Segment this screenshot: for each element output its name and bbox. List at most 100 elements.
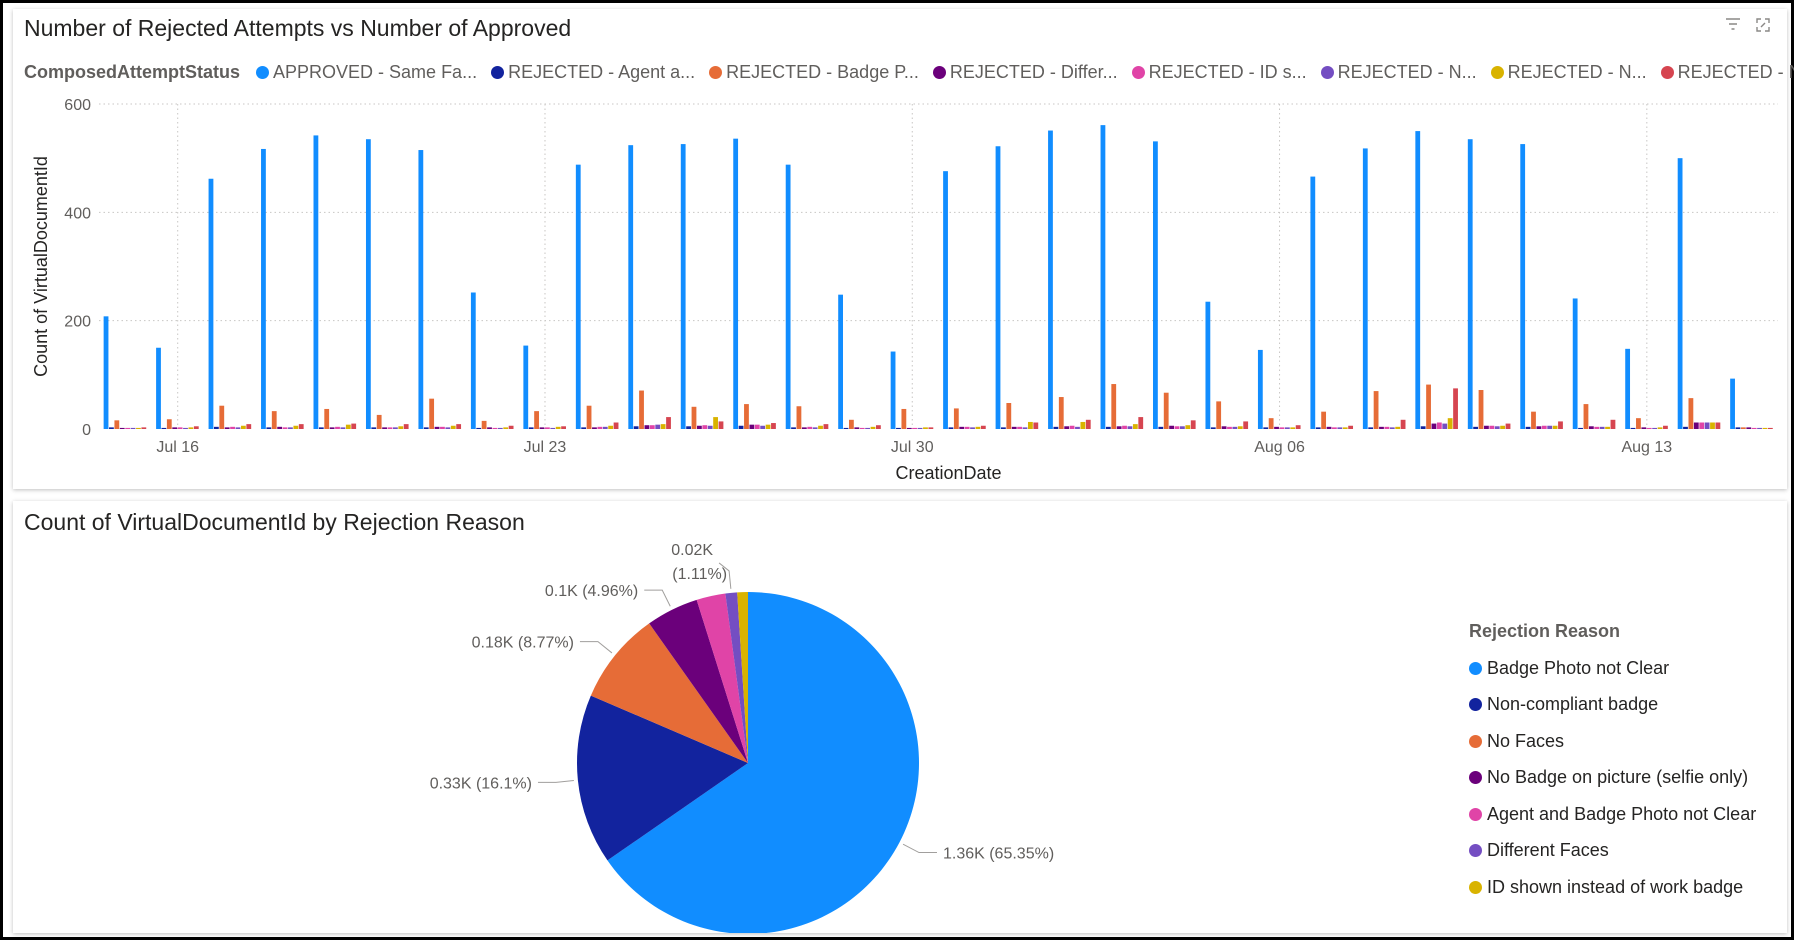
bar-rejected-agent-a-1-aug-05[interactable] (1210, 427, 1216, 429)
bar-approved-same-fa-0-aug-01[interactable] (995, 146, 1001, 429)
bar-rejected-n-6-jul-30[interactable] (923, 427, 928, 429)
bar-rejected-agent-a-1-aug-13[interactable] (1630, 427, 1636, 429)
bar-rejected-n-7-aug-06[interactable] (1295, 425, 1301, 429)
bar-rejected-n-5-aug-07[interactable] (1337, 427, 1343, 429)
bar-approved-same-fa-0-aug-08[interactable] (1362, 148, 1368, 429)
bar-rejected-differ-3-aug-11[interactable] (1536, 426, 1542, 429)
bar-rejected-differ-3-aug-04[interactable] (1169, 425, 1175, 429)
bar-rejected-differ-3-jul-15[interactable] (119, 427, 125, 429)
bar-rejected-differ-3-aug-09[interactable] (1431, 423, 1437, 429)
bar-rejected-agent-a-1-jul-23[interactable] (528, 427, 534, 429)
bar-rejected-n-6-jul-25[interactable] (660, 424, 666, 429)
bar-rejected-n-7-jul-20[interactable] (403, 424, 409, 429)
bar-rejected-id-s-4-aug-11[interactable] (1541, 425, 1547, 429)
bar-rejected-differ-3-jul-23[interactable] (539, 427, 545, 429)
bar-rejected-differ-3-aug-05[interactable] (1221, 426, 1227, 429)
bar-rejected-n-6-jul-29[interactable] (870, 426, 876, 429)
bar-rejected-n-6-jul-27[interactable] (765, 424, 771, 429)
bar-rejected-n-6-aug-02[interactable] (1080, 421, 1086, 429)
pie-legend-item-badge-photo-not-clear[interactable]: Badge Photo not Clear (1469, 650, 1756, 687)
bar-rejected-n-5-aug-15[interactable] (1757, 427, 1762, 429)
bar-rejected-n-6-jul-17[interactable] (240, 425, 246, 429)
bar-rejected-agent-a-1-aug-04[interactable] (1158, 426, 1164, 429)
pie-slice-agent-and-badge-photo-not-clear[interactable] (696, 593, 748, 763)
bar-rejected-badge-p-2-jul-26[interactable] (691, 406, 697, 429)
bar-rejected-badge-p-2-jul-16[interactable] (166, 419, 172, 429)
bar-rejected-n-7-jul-23[interactable] (561, 426, 566, 429)
bar-rejected-badge-p-2-aug-11[interactable] (1531, 411, 1536, 429)
bar-rejected-n-5-jul-20[interactable] (392, 427, 398, 429)
bar-rejected-n-6-jul-21[interactable] (450, 425, 456, 429)
bar-rejected-n-7-jul-26[interactable] (718, 421, 724, 429)
bar-rejected-agent-a-1-jul-25[interactable] (633, 426, 639, 429)
bar-rejected-badge-p-2-aug-12[interactable] (1583, 404, 1589, 429)
bar-rejected-n-7-jul-25[interactable] (666, 417, 671, 429)
bar-rejected-n-7-aug-05[interactable] (1243, 421, 1249, 429)
bar-rejected-agent-a-1-aug-07[interactable] (1315, 427, 1321, 429)
bar-legend-item-3[interactable]: REJECTED - Differ... (932, 62, 1118, 83)
bar-rejected-differ-3-jul-26[interactable] (696, 425, 702, 429)
bar-rejected-badge-p-2-aug-10[interactable] (1478, 390, 1484, 429)
bar-rejected-agent-a-1-jul-17[interactable] (213, 426, 219, 429)
bar-rejected-n-6-aug-05[interactable] (1237, 426, 1243, 429)
bar-rejected-agent-a-1-aug-03[interactable] (1105, 426, 1111, 429)
bar-rejected-n-5-jul-27[interactable] (760, 425, 766, 429)
bar-rejected-id-s-4-aug-03[interactable] (1122, 425, 1127, 429)
bar-approved-same-fa-0-aug-09[interactable] (1415, 131, 1421, 429)
bar-rejected-agent-a-1-aug-11[interactable] (1525, 426, 1531, 429)
bar-rejected-n-5-aug-04[interactable] (1180, 426, 1185, 429)
bar-rejected-differ-3-aug-15[interactable] (1746, 427, 1752, 429)
bar-approved-same-fa-0-aug-10[interactable] (1467, 139, 1473, 430)
bar-approved-same-fa-0-aug-11[interactable] (1520, 144, 1526, 430)
bar-rejected-id-s-4-aug-01[interactable] (1017, 426, 1023, 429)
bar-approved-same-fa-0-aug-05[interactable] (1205, 301, 1211, 429)
bar-rejected-agent-a-1-aug-06[interactable] (1263, 427, 1269, 429)
bar-rejected-id-s-4-jul-19[interactable] (335, 426, 340, 429)
pie-legend-item-agent-and-badge-photo-not-clear[interactable]: Agent and Badge Photo not Clear (1469, 796, 1756, 833)
bar-rejected-differ-3-aug-03[interactable] (1116, 426, 1122, 429)
bar-rejected-n-7-aug-15[interactable] (1767, 427, 1773, 429)
bar-rejected-agent-a-1-aug-02[interactable] (1053, 426, 1059, 429)
pie-legend-item-non-compliant-badge[interactable]: Non-compliant badge (1469, 687, 1756, 724)
bar-rejected-id-s-4-aug-10[interactable] (1489, 425, 1495, 429)
bar-rejected-badge-p-2-aug-08[interactable] (1373, 391, 1379, 429)
bar-rejected-n-5-aug-08[interactable] (1389, 427, 1395, 429)
bar-approved-same-fa-0-aug-14[interactable] (1677, 158, 1683, 429)
bar-rejected-id-s-4-jul-20[interactable] (387, 427, 393, 429)
bar-rejected-differ-3-jul-29[interactable] (854, 427, 860, 429)
bar-rejected-agent-a-1-jul-31[interactable] (948, 427, 954, 429)
bar-approved-same-fa-0-jul-24[interactable] (575, 164, 581, 429)
bar-rejected-differ-3-jul-18[interactable] (277, 426, 283, 429)
bar-rejected-n-7-aug-14[interactable] (1715, 422, 1721, 430)
bar-approved-same-fa-0-jul-19[interactable] (313, 135, 319, 429)
bar-rejected-badge-p-2-jul-22[interactable] (481, 420, 487, 429)
bar-rejected-agent-a-1-aug-09[interactable] (1420, 426, 1426, 429)
bar-rejected-agent-a-1-jul-26[interactable] (686, 426, 691, 429)
bar-rejected-n-7-jul-21[interactable] (456, 424, 462, 429)
bar-approved-same-fa-0-jul-18[interactable] (261, 148, 266, 430)
bar-rejected-n-6-jul-24[interactable] (608, 425, 614, 429)
bar-approved-same-fa-0-jul-27[interactable] (733, 138, 739, 429)
pie-legend-item-no-faces[interactable]: No Faces (1469, 723, 1756, 760)
bar-rejected-badge-p-2-aug-05[interactable] (1216, 401, 1222, 429)
bar-rejected-differ-3-jul-20[interactable] (382, 427, 387, 429)
bar-rejected-agent-a-1-aug-08[interactable] (1368, 427, 1374, 429)
bar-rejected-agent-a-1-jul-20[interactable] (371, 427, 377, 429)
bar-rejected-n-7-jul-16[interactable] (193, 426, 199, 429)
pie-slice-no-faces[interactable] (590, 623, 748, 763)
bar-rejected-n-7-jul-31[interactable] (980, 425, 986, 429)
pie-legend-item-no-badge-on-picture-selfie-only[interactable]: No Badge on picture (selfie only) (1469, 760, 1756, 797)
bar-rejected-differ-3-jul-31[interactable] (959, 426, 965, 429)
bar-rejected-badge-p-2-aug-09[interactable] (1426, 384, 1431, 429)
bar-rejected-n-5-jul-25[interactable] (655, 424, 661, 429)
bar-rejected-id-s-4-aug-02[interactable] (1069, 425, 1075, 429)
bar-rejected-n-6-aug-04[interactable] (1185, 425, 1191, 429)
bar-rejected-n-6-aug-03[interactable] (1132, 424, 1138, 429)
bar-rejected-n-5-aug-12[interactable] (1599, 426, 1605, 429)
bar-rejected-n-7-jul-17[interactable] (246, 424, 252, 429)
bar-rejected-differ-3-jul-22[interactable] (487, 427, 492, 429)
bar-rejected-badge-p-2-jul-19[interactable] (324, 408, 330, 429)
bar-rejected-id-s-4-jul-25[interactable] (649, 425, 655, 429)
bar-rejected-id-s-4-aug-15[interactable] (1751, 427, 1757, 429)
bar-rejected-id-s-4-jul-15[interactable] (125, 427, 131, 429)
